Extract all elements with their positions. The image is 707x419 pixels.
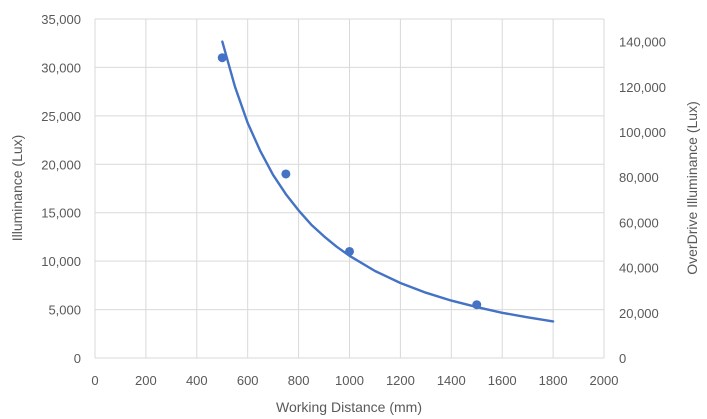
x-tick-label: 1600: [488, 373, 517, 388]
x-tick-label: 800: [288, 373, 310, 388]
x-tick-label: 1000: [335, 373, 364, 388]
y2-tick-label: 80,000: [619, 170, 659, 185]
y-tick-label: 35,000: [41, 12, 81, 27]
x-tick-label: 2000: [590, 373, 619, 388]
x-tick-label: 1800: [539, 373, 568, 388]
y-tick-label: 30,000: [41, 60, 81, 75]
y-tick-label: 15,000: [41, 206, 81, 221]
right-axis: 0 20,000 40,000 60,000 80,000 100,000 120,000 1…: [619, 35, 666, 366]
x-tick-label: 400: [186, 373, 208, 388]
x-tick-label: 1400: [437, 373, 466, 388]
y-axis-title: Illuminance (Lux): [9, 135, 25, 242]
left-axis: 0 5,000 10,000 15,000 20,000 25,000 30,000 35,0…: [41, 12, 81, 366]
x-tick-label: 0: [91, 373, 98, 388]
x-axis: 0 200 400 600 800 1000 1200 1400 1600 1800 2000: [91, 373, 618, 388]
y-tick-label: 0: [74, 351, 81, 366]
y-tick-label: 25,000: [41, 109, 81, 124]
x-tick-label: 1200: [386, 373, 415, 388]
plot-area: [217, 40, 555, 323]
y2-tick-label: 140,000: [619, 35, 666, 50]
x-tick-label: 600: [237, 373, 259, 388]
y2-tick-label: 20,000: [619, 306, 659, 321]
y2-tick-label: 100,000: [619, 125, 666, 140]
x-tick-label: 200: [135, 373, 157, 388]
y-tick-label: 5,000: [48, 303, 81, 318]
grid: [94, 18, 605, 359]
y2-tick-label: 60,000: [619, 215, 659, 230]
data-point: [281, 169, 291, 179]
trend-curve: [221, 40, 555, 323]
y2-axis-title: OverDrive Illuminance (Lux): [684, 101, 700, 275]
y-tick-label: 10,000: [41, 254, 81, 269]
x-axis-title: Working Distance (mm): [276, 399, 422, 415]
y2-tick-label: 40,000: [619, 261, 659, 276]
y2-tick-label: 0: [619, 351, 626, 366]
data-point: [217, 53, 227, 63]
y-tick-label: 20,000: [41, 157, 81, 172]
y2-tick-label: 120,000: [619, 80, 666, 95]
